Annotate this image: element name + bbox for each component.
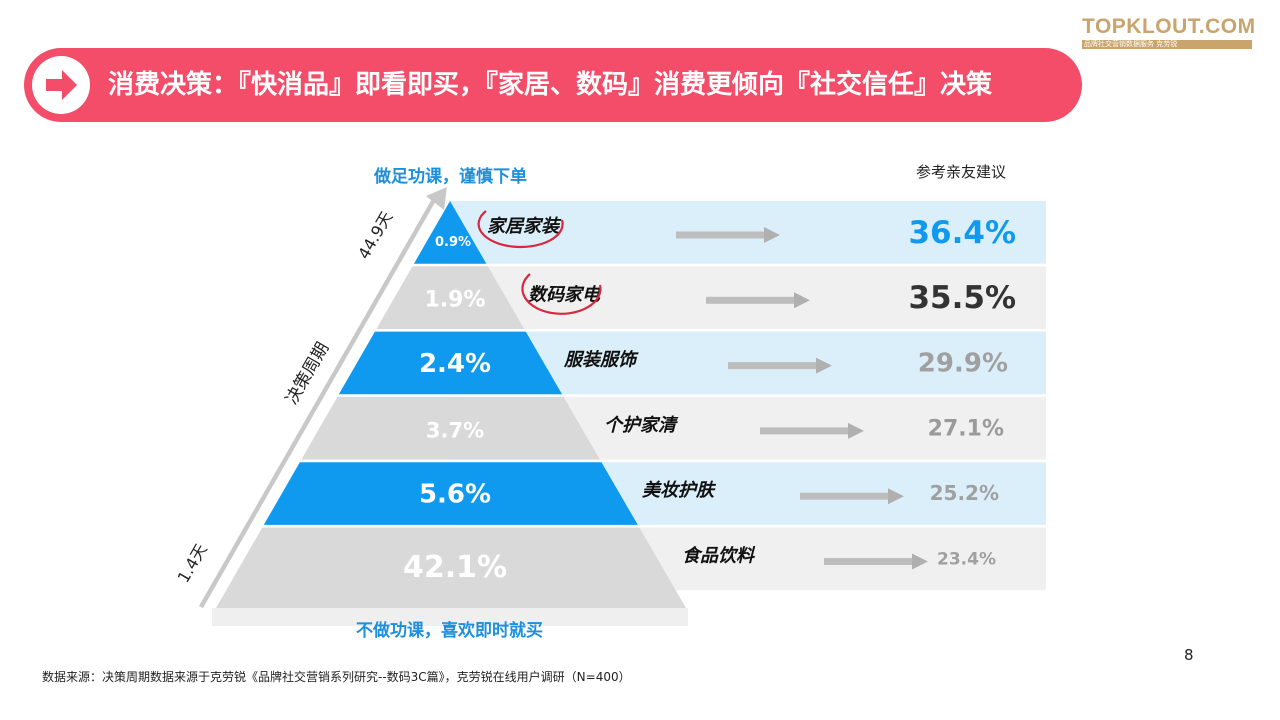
decision-cycle-axis — [199, 187, 447, 608]
category-label: 服装服饰 — [563, 350, 639, 371]
title-banner: 消费决策：『快消品』即看即买，『家居、数码』消费更倾向『社交信任』决策 — [24, 48, 1082, 122]
pyramid-tier — [263, 462, 638, 525]
tier-value-label: 2.4% — [419, 349, 491, 379]
pyramid-tier — [301, 396, 600, 460]
tier-value-label: 5.6% — [419, 480, 491, 510]
arrow-shaft — [824, 558, 916, 565]
logo-text: TOPKLOUT.COM — [1082, 15, 1256, 38]
arrow-shaft — [728, 362, 820, 370]
arrow-head — [794, 292, 810, 309]
social-trust-value: 35.5% — [908, 280, 1016, 316]
category-label: 家居家装 — [487, 216, 562, 237]
tier-value-label: 42.1% — [403, 550, 507, 585]
trend-arrow-icon — [800, 488, 904, 505]
axis-label: 决策周期 — [282, 339, 333, 408]
category-label: 个护家清 — [604, 415, 679, 436]
pyramid-shadow — [212, 608, 688, 626]
arrow-right-icon — [46, 70, 77, 100]
arrow-shaft — [706, 296, 798, 304]
pyramid-tier — [338, 331, 563, 395]
banner-icon-circle — [32, 56, 90, 114]
social-trust-value: 23.4% — [937, 549, 996, 569]
arrow-shaft — [760, 427, 852, 435]
page-title: 消费决策：『快消品』即看即买，『家居、数码』消费更倾向『社交信任』决策 — [108, 70, 993, 100]
right-column-header: 参考亲友建议 — [916, 163, 1007, 181]
page-number: 8 — [1184, 646, 1194, 664]
axis-line — [199, 197, 437, 608]
logo-subtext: 品牌社交营销数据服务 克劳锐 — [1082, 40, 1252, 49]
trend-arrow-icon — [728, 357, 832, 374]
category-label: 数码家电 — [528, 284, 602, 305]
arrow-shaft — [676, 231, 768, 239]
axis-bottom-label: 1.4天 — [174, 541, 211, 586]
arrow-head — [764, 227, 780, 243]
category-label: 美妆护肤 — [642, 480, 717, 501]
trend-arrow-icon — [824, 553, 928, 570]
top-caption: 做足功课，谨慎下单 — [374, 167, 527, 187]
trend-arrow-icon — [676, 227, 780, 243]
brand-logo: TOPKLOUT.COM 品牌社交营销数据服务 克劳锐 — [1082, 15, 1256, 49]
tier-value-label: 1.9% — [424, 288, 485, 313]
tier-value-label: 3.7% — [426, 418, 484, 442]
bottom-caption: 不做功课，喜欢即时就买 — [356, 621, 543, 641]
highlight-circle — [477, 210, 564, 249]
footnote: 数据来源：决策周期数据来源于克劳锐《品牌社交营销系列研究--数码3C篇》，克劳锐… — [42, 670, 631, 684]
trend-arrow-icon — [760, 422, 864, 439]
pyramid-tier — [413, 201, 487, 264]
social-trust-value: 36.4% — [908, 215, 1016, 251]
arrow-shaft — [800, 492, 892, 500]
pyramid-tier — [376, 266, 525, 329]
arrow-head — [888, 488, 904, 505]
pyramid-tier — [216, 527, 686, 608]
social-trust-value: 29.9% — [918, 349, 1008, 379]
tier-value-label: 0.9% — [435, 235, 471, 250]
category-label: 食品饮料 — [682, 546, 756, 567]
social-trust-value: 25.2% — [930, 481, 999, 505]
social-trust-value: 27.1% — [928, 417, 1004, 442]
arrow-head — [816, 357, 832, 374]
arrow-head — [848, 422, 864, 439]
arrow-head — [912, 553, 928, 570]
trend-arrow-icon — [706, 292, 810, 309]
axis-arrowhead — [426, 187, 447, 210]
highlight-circle — [521, 273, 602, 315]
axis-top-label: 44.9天 — [354, 208, 396, 262]
